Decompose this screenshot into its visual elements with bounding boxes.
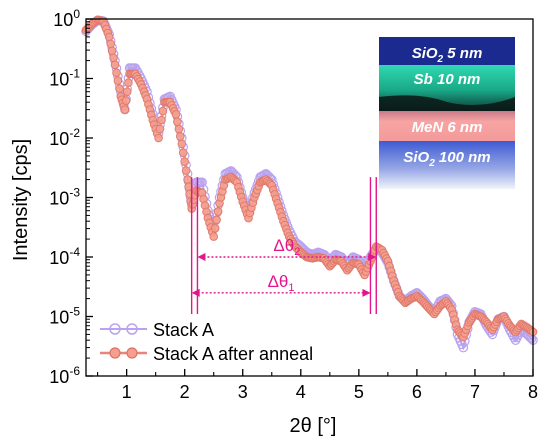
delta-theta-2-annotation: Δθ2 xyxy=(197,236,377,261)
data-point xyxy=(115,84,124,93)
layer-label-men: MeN 6 nm xyxy=(412,119,483,136)
data-point xyxy=(106,39,115,49)
delta-theta-label: Δθ2 xyxy=(273,236,300,258)
legend: Stack A Stack A after anneal xyxy=(100,320,313,364)
data-point xyxy=(458,342,469,353)
arrow-head-left xyxy=(197,253,206,261)
data-point xyxy=(112,68,121,77)
arrow-head-right xyxy=(368,253,377,261)
legend-label-stack-a: Stack A xyxy=(153,320,214,340)
y-tick-label: 10-1 xyxy=(49,67,80,90)
data-point xyxy=(154,133,163,143)
data-point xyxy=(120,105,130,114)
data-point xyxy=(183,175,192,184)
data-point xyxy=(209,232,218,241)
data-point xyxy=(174,124,184,134)
x-tick-label: 6 xyxy=(412,382,422,402)
data-point xyxy=(109,53,118,63)
layer-label-sio2-substrate: SiO2 100 nm xyxy=(403,149,490,169)
layer-stack-inset: SiO2 5 nm Sb 10 nm MeN 6 nm SiO2 100 nm xyxy=(379,37,515,189)
data-point xyxy=(155,124,165,134)
data-point xyxy=(122,87,132,96)
data-point xyxy=(181,166,191,175)
legend-marker-stack-a-anneal xyxy=(126,347,138,359)
x-tick-label: 8 xyxy=(528,382,538,402)
layer-sio2-substrate xyxy=(379,141,515,189)
data-point xyxy=(113,76,123,85)
x-tick-label: 7 xyxy=(470,382,480,402)
legend-marker-stack-a-anneal xyxy=(109,347,121,359)
data-point xyxy=(178,148,188,157)
layer-label-sio2-top: SiO2 5 nm xyxy=(412,45,483,65)
data-point xyxy=(213,207,223,216)
data-point xyxy=(157,115,166,125)
interval-markers-layer: Δθ2 Δθ1 xyxy=(190,177,377,315)
x-tick-label: 2 xyxy=(180,382,190,402)
x-tick-label: 4 xyxy=(296,382,306,402)
data-point xyxy=(177,139,187,149)
legend-marker-stack-a xyxy=(109,323,121,335)
data-point xyxy=(176,132,185,141)
delta-theta-label: Δθ1 xyxy=(268,272,295,294)
y-tick-label: 10-3 xyxy=(49,186,80,209)
y-tick-label: 10-4 xyxy=(49,245,80,268)
y-tick-label: 100 xyxy=(53,7,80,30)
x-tick-label: 3 xyxy=(238,382,248,402)
data-point xyxy=(124,78,133,87)
y-tick-label: 10-6 xyxy=(49,364,80,387)
data-point xyxy=(158,106,168,116)
data-point xyxy=(212,215,221,225)
data-point xyxy=(104,32,114,42)
data-point xyxy=(180,157,189,166)
y-tick-label: 10-5 xyxy=(49,305,80,328)
axis-ticks-layer: 1 2 3 4 5 6 7 8 10-6 10-5 10-4 10-3 10-2 10-1 100 xyxy=(49,7,538,402)
y-axis-label: Intensity [cps] xyxy=(10,139,32,261)
data-point xyxy=(107,46,117,56)
delta-theta-1-annotation: Δθ1 xyxy=(191,272,371,297)
data-point xyxy=(171,110,181,119)
legend-marker-stack-a xyxy=(126,323,138,335)
layer-sio2-top xyxy=(379,37,515,65)
data-point xyxy=(121,96,131,105)
arrow-head-left xyxy=(191,288,200,297)
y-tick-label: 10-2 xyxy=(49,126,80,149)
data-point xyxy=(210,224,220,233)
arrow-head-right xyxy=(362,288,371,297)
layer-men xyxy=(379,111,515,141)
legend-label-stack-a-anneal: Stack A after anneal xyxy=(153,344,313,364)
x-tick-label: 5 xyxy=(354,382,364,402)
layer-label-sb: Sb 10 nm xyxy=(414,71,481,88)
x-axis-label: 2θ [°] xyxy=(290,415,337,437)
x-tick-label: 1 xyxy=(122,382,132,402)
data-point xyxy=(173,117,182,126)
data-point xyxy=(110,60,120,70)
